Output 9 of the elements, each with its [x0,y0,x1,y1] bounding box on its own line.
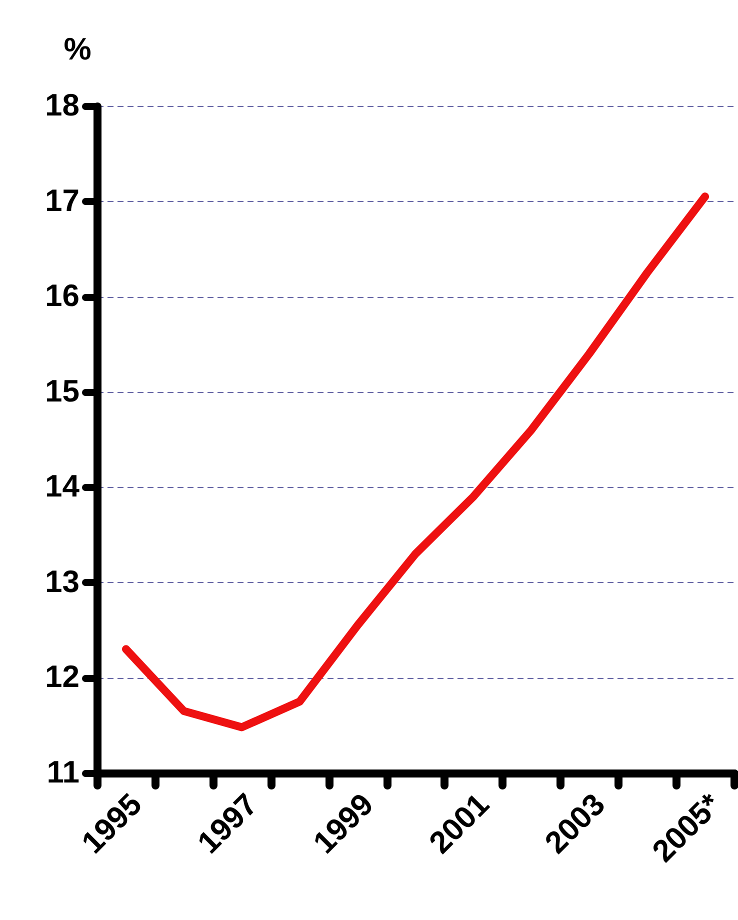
y-tick-label: 14 [45,468,80,504]
y-tick-label: 18 [45,88,80,122]
y-tick-label: 15 [45,373,80,408]
y-tick-label: 16 [45,278,80,314]
y-tick-label: 12 [45,659,80,694]
y-tick-label: 13 [45,564,80,599]
y-tick-label: 11 [46,754,80,790]
y-tick-label: 17 [45,182,80,218]
y-axis-title: % [64,32,92,66]
